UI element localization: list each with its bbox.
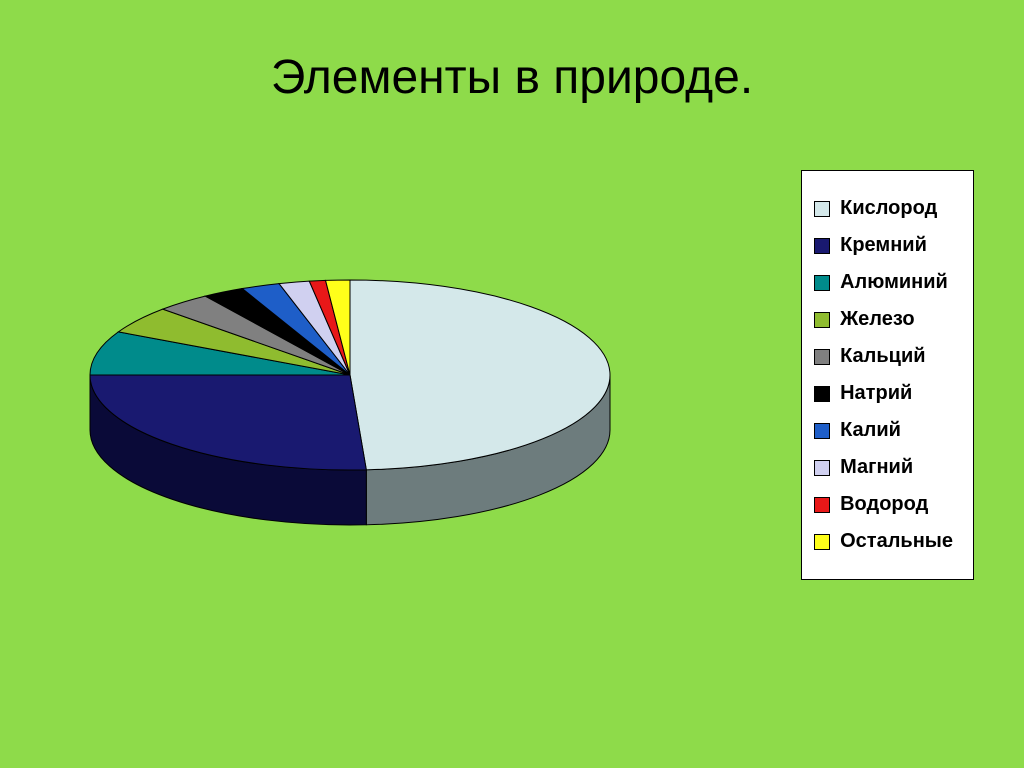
legend-item: Алюминий bbox=[814, 271, 953, 294]
legend-label: Кислород bbox=[840, 197, 937, 220]
legend-label: Магний bbox=[840, 456, 913, 479]
legend-label: Натрий bbox=[840, 382, 912, 405]
legend-swatch bbox=[814, 534, 830, 550]
legend-swatch bbox=[814, 423, 830, 439]
legend-item: Натрий bbox=[814, 382, 953, 405]
legend-swatch bbox=[814, 275, 830, 291]
slide: Элементы в природе. Кислород Кремний Алюми… bbox=[0, 0, 1024, 768]
pie-chart-svg bbox=[80, 260, 620, 540]
legend-item: Магний bbox=[814, 456, 953, 479]
legend-item: Кремний bbox=[814, 234, 953, 257]
legend-label: Железо bbox=[840, 308, 914, 331]
legend-swatch bbox=[814, 238, 830, 254]
legend: Кислород Кремний Алюминий Железо Кальций Натр… bbox=[801, 170, 974, 580]
legend-label: Калий bbox=[840, 419, 901, 442]
legend-swatch bbox=[814, 497, 830, 513]
legend-swatch bbox=[814, 460, 830, 476]
legend-item: Кислород bbox=[814, 197, 953, 220]
legend-label: Кремний bbox=[840, 234, 927, 257]
legend-label: Остальные bbox=[840, 530, 953, 553]
legend-item: Кальций bbox=[814, 345, 953, 368]
legend-item: Железо bbox=[814, 308, 953, 331]
pie-chart bbox=[80, 260, 620, 540]
legend-item: Калий bbox=[814, 419, 953, 442]
legend-swatch bbox=[814, 386, 830, 402]
legend-label: Водород bbox=[840, 493, 928, 516]
legend-label: Кальций bbox=[840, 345, 925, 368]
legend-swatch bbox=[814, 312, 830, 328]
legend-item: Водород bbox=[814, 493, 953, 516]
legend-label: Алюминий bbox=[840, 271, 948, 294]
legend-swatch bbox=[814, 201, 830, 217]
legend-item: Остальные bbox=[814, 530, 953, 553]
legend-swatch bbox=[814, 349, 830, 365]
page-title: Элементы в природе. bbox=[0, 0, 1024, 105]
